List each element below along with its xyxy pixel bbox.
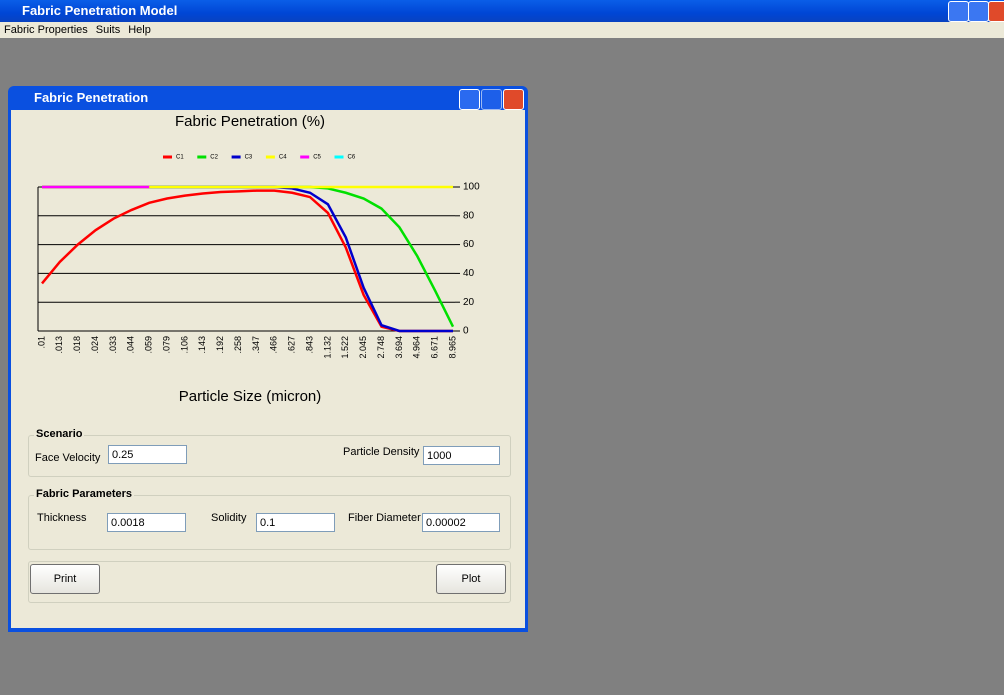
x-tick-label: 8.965	[447, 336, 457, 359]
y-tick-label: 100	[463, 182, 480, 193]
legend-label: C3	[245, 155, 253, 161]
x-tick-label: 1.522	[340, 336, 350, 359]
text-input[interactable]: 0.0018	[107, 513, 186, 532]
text-input[interactable]: 0.25	[108, 445, 187, 464]
menu-item[interactable]: Fabric Properties	[4, 24, 88, 36]
maximize-button[interactable]	[481, 89, 502, 110]
x-tick-label: .079	[161, 336, 171, 354]
x-tick-label: 3.694	[394, 336, 404, 359]
series-line	[42, 185, 455, 328]
field-label: Solidity	[211, 512, 247, 524]
legend-label: C6	[348, 155, 356, 161]
x-tick-label: .843	[304, 336, 314, 354]
text-input[interactable]: 0.00002	[422, 513, 500, 532]
print-button[interactable]: Print	[30, 564, 100, 594]
field-label: Particle Density	[343, 446, 420, 458]
field-label: Fiber Diameter	[348, 512, 421, 524]
menu-item[interactable]: Suits	[95, 24, 121, 36]
y-tick-label: 20	[463, 297, 475, 308]
series-line	[42, 185, 453, 333]
group-title: Fabric Parameters	[34, 488, 134, 500]
scenario-group	[28, 435, 511, 477]
x-tick-label: .192	[215, 336, 225, 354]
y-tick-label: 40	[463, 268, 475, 279]
window-title-bar: Fabric Penetration	[8, 86, 528, 110]
x-tick-label: 4.964	[412, 336, 422, 359]
legend-label: C4	[279, 155, 287, 161]
menu-bar: Fabric Properties Suits Help	[0, 22, 1004, 38]
chart: Fabric Penetration (%) Particle Size (mi…	[36, 113, 480, 405]
fabric-group	[28, 495, 511, 550]
x-tick-label: .013	[54, 336, 64, 354]
x-tick-label: 1.132	[322, 336, 332, 359]
close-button[interactable]	[503, 89, 524, 110]
series-line	[41, 189, 453, 333]
legend-label: C2	[210, 155, 218, 161]
text-input[interactable]: 0.1	[256, 513, 335, 532]
x-tick-label: 2.045	[358, 336, 368, 359]
menu-item[interactable]: Help	[128, 24, 151, 36]
restore-button[interactable]	[968, 1, 989, 22]
legend-label: C1	[176, 155, 184, 161]
client-area	[11, 110, 525, 628]
x-tick-label: .044	[126, 336, 136, 354]
x-tick-label: .627	[287, 336, 297, 354]
minimize-button[interactable]	[459, 89, 480, 110]
legend-label: C5	[313, 155, 321, 161]
x-tick-label: 6.671	[430, 336, 440, 359]
x-tick-label: .01	[36, 336, 46, 349]
plot-button[interactable]: Plot	[436, 564, 506, 594]
text-input[interactable]: 1000	[423, 446, 500, 465]
field-label: Thickness	[37, 512, 87, 524]
x-tick-label: .347	[251, 336, 261, 354]
window-title: Fabric Penetration	[34, 90, 149, 105]
x-tick-label: .024	[90, 336, 100, 354]
x-tick-label: 2.748	[376, 336, 386, 359]
close-button[interactable]	[988, 1, 1004, 22]
x-tick-label: .106	[179, 336, 189, 354]
y-tick-label: 0	[463, 326, 469, 337]
x-tick-label: .143	[197, 336, 207, 354]
app-title: Fabric Penetration Model	[22, 3, 178, 18]
x-tick-label: .018	[72, 336, 82, 354]
x-tick-label: .059	[144, 336, 154, 354]
chart-title: Fabric Penetration (%)	[175, 113, 325, 130]
group-title: Scenario	[34, 428, 85, 440]
button-group	[28, 561, 511, 603]
x-axis-label: Particle Size (micron)	[179, 388, 322, 405]
x-tick-label: .033	[108, 336, 118, 354]
y-tick-label: 80	[463, 210, 475, 221]
minimize-button[interactable]	[948, 1, 969, 22]
y-tick-label: 60	[463, 239, 475, 250]
x-tick-label: .466	[269, 336, 279, 354]
app-title-bar: Fabric Penetration Model	[0, 0, 1004, 22]
x-tick-label: .258	[233, 336, 243, 354]
field-label: Face Velocity	[35, 452, 101, 464]
